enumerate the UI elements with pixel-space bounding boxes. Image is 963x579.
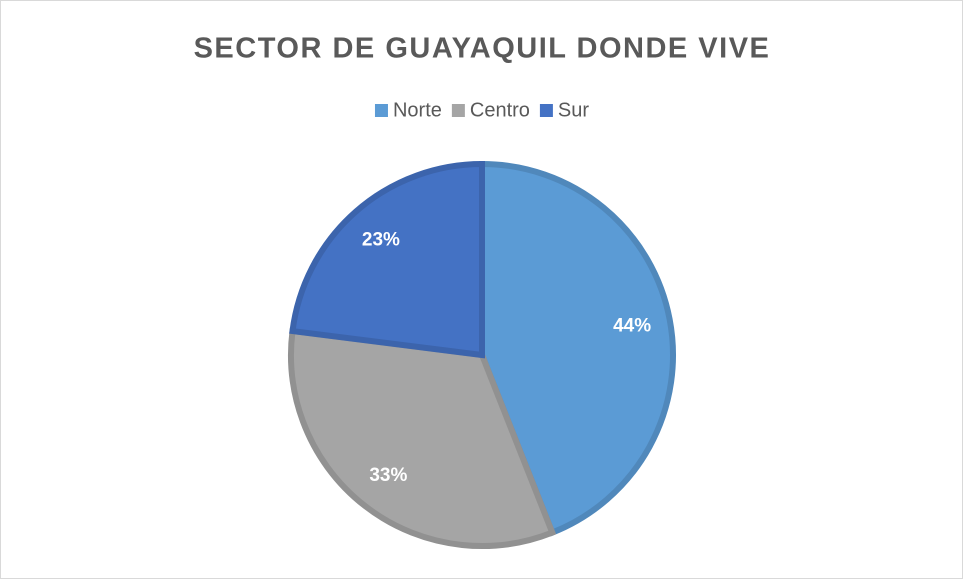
data-label: 33% [369,465,407,486]
legend-swatch [374,104,388,117]
pie-slice [289,160,485,359]
legend: Norte Centro Sur [374,99,589,121]
legend-swatch [539,104,553,117]
legend-label: Norte [393,99,442,121]
data-labels: 44% 33% 23% [362,229,651,485]
pie [288,160,676,549]
pie-slice [479,160,676,537]
legend-swatch [451,104,465,117]
data-label: 44% [613,315,651,336]
legend-label: Centro [470,99,530,121]
pie-slice [288,327,557,549]
chart-title: SECTOR DE GUAYAQUIL DONDE VIVE [194,33,771,65]
data-label: 23% [362,229,400,250]
legend-label: Sur [558,99,589,121]
